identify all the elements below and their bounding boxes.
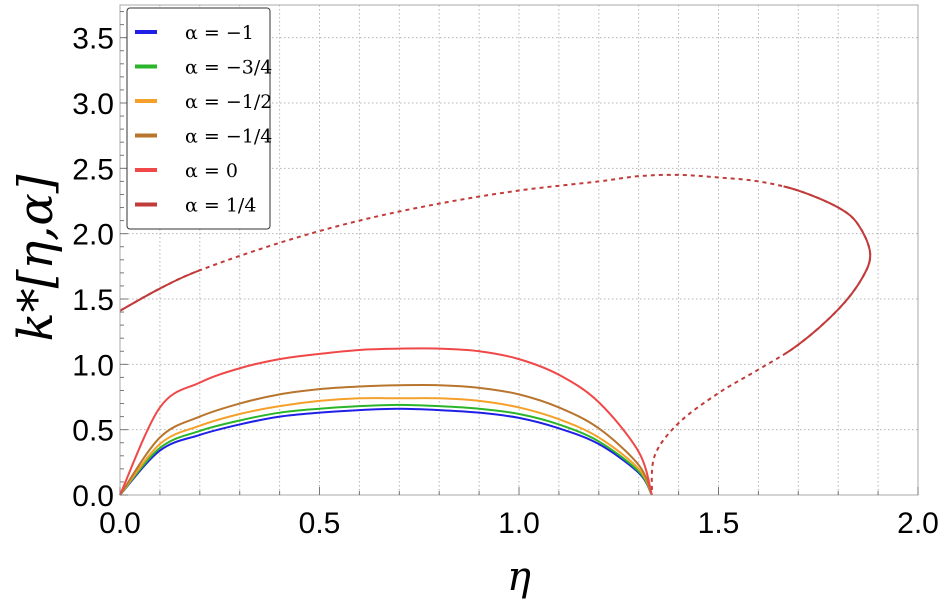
y-tick-label: 0.5 (72, 415, 114, 448)
legend-box (126, 7, 271, 230)
legend: α = −1 α = −3/4 α = −1/2 α = −1/4 α = 0 α = 1… (126, 7, 272, 230)
legend-label: α = 0 (185, 160, 238, 182)
y-tick-label: 2.0 (72, 219, 114, 252)
series-line (119, 403, 653, 496)
y-tick-label: 1.5 (72, 284, 114, 317)
x-tick-label: 1.5 (698, 507, 740, 540)
series-layer (119, 173, 872, 496)
series-line (119, 347, 653, 496)
y-axis-title: k*[η,α] (8, 174, 64, 341)
legend-label: α = 1/4 (185, 195, 256, 217)
y-tick-label: 1.0 (72, 349, 114, 382)
y-tick-label: 3.0 (72, 88, 114, 121)
legend-label: α = −1/2 (185, 91, 272, 113)
x-tick-label: 1.0 (498, 507, 540, 540)
y-tick-label: 3.5 (72, 23, 114, 56)
y-tick-label: 0.0 (72, 480, 114, 513)
x-tick-label: 0.0 (99, 507, 141, 540)
series-line (119, 383, 653, 496)
y-tick-label: 2.5 (72, 153, 114, 186)
x-axis-title: η (507, 554, 531, 600)
series-line (119, 397, 653, 496)
x-tick-label: 0.5 (299, 507, 341, 540)
legend-label: α = −1/4 (185, 126, 272, 148)
series-line (119, 407, 653, 496)
legend-label: α = −1 (185, 22, 254, 44)
axis-ticks: 0.0 0.5 1.0 1.5 2.0 0.0 0.5 1.0 1.5 2.0 2.5 3.0 3.5 (72, 11, 939, 540)
legend-label: α = −3/4 (185, 57, 272, 79)
x-tick-label: 2.0 (897, 507, 939, 540)
series-line-dashed (119, 173, 872, 496)
